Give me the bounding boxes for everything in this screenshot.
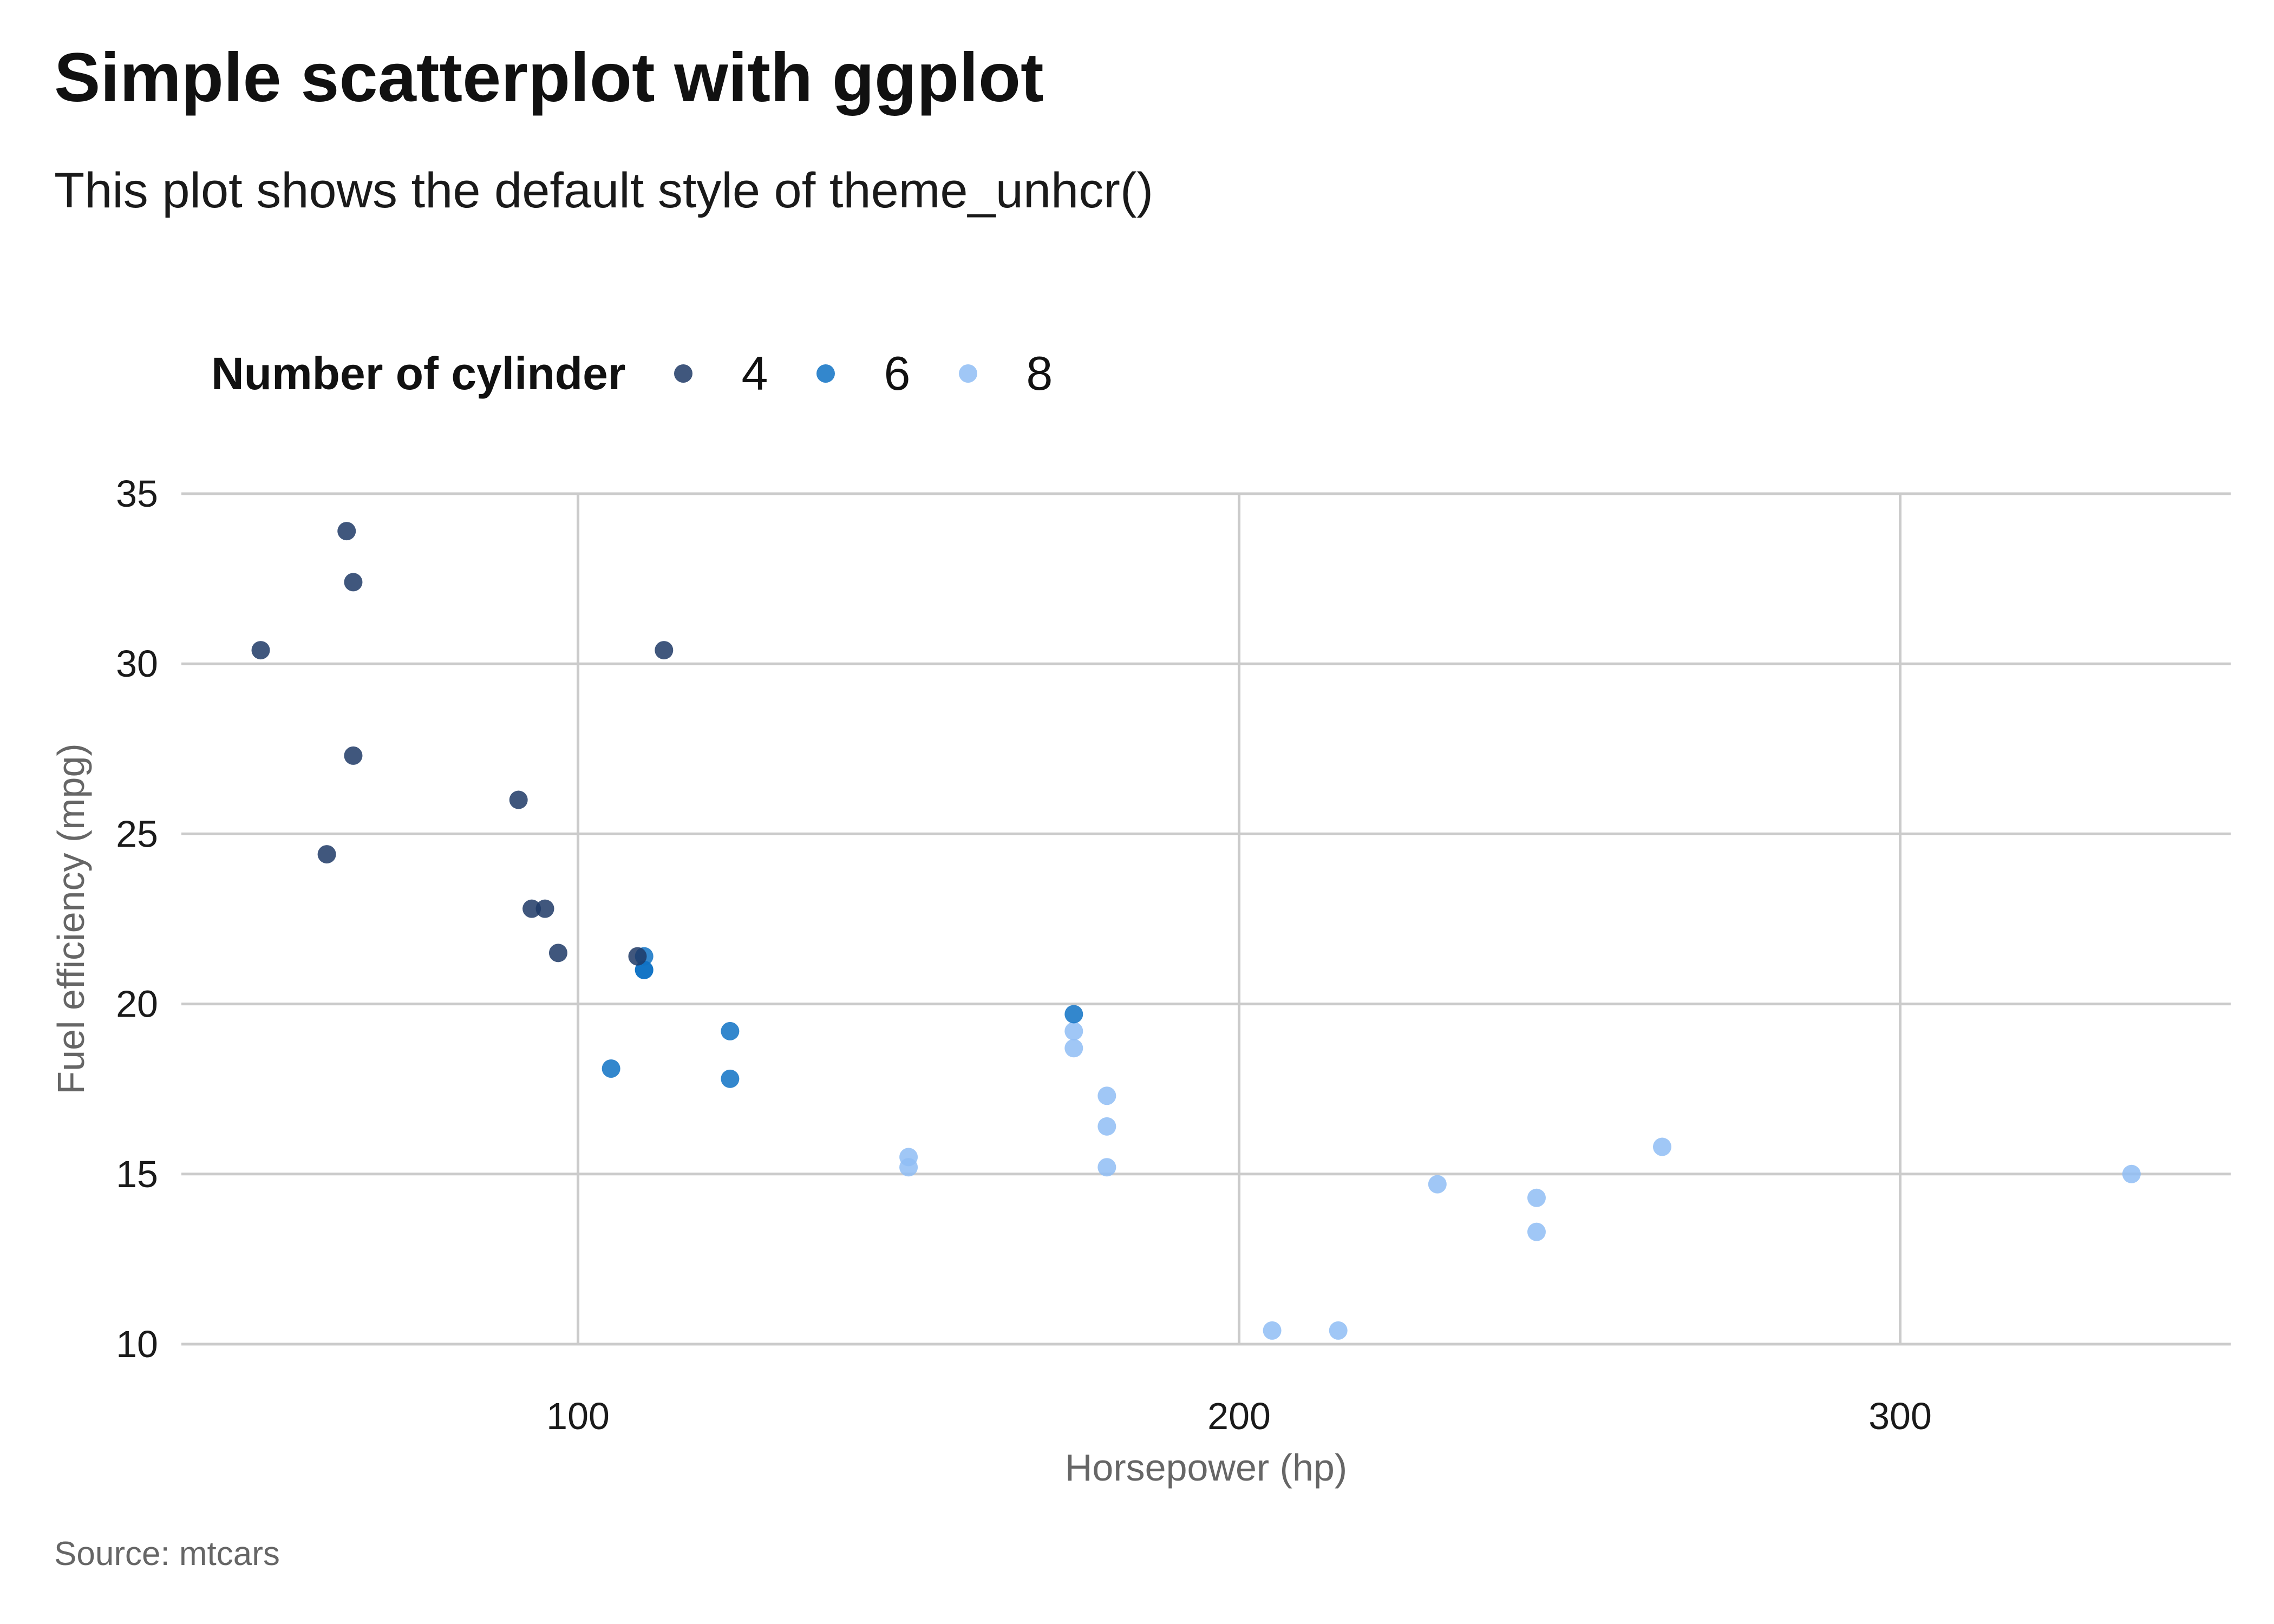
legend-label-6: 6 [884,346,911,400]
data-point-cyl-4 [655,641,674,660]
legend-item-6: 6 [816,346,910,401]
data-point-cyl-8 [1428,1175,1447,1194]
data-point-cyl-8 [1527,1222,1546,1241]
data-point-cyl-6 [1064,1005,1083,1024]
x-tick-label: 100 [546,1395,610,1437]
data-point-cyl-8 [1097,1117,1116,1136]
data-point-cyl-8 [899,1158,918,1177]
legend-key-6 [816,364,835,383]
data-point-cyl-8 [1097,1158,1116,1177]
y-tick-label: 20 [116,983,158,1025]
data-point-cyl-6 [721,1069,740,1088]
x-axis-title: Horsepower (hp) [1065,1446,1347,1489]
legend-label-4: 4 [741,346,768,400]
data-point-cyl-4 [548,944,567,962]
legend-title: Number of cylinder [211,348,626,399]
chart-subtitle: This plot shows the default style of the… [54,163,1154,218]
y-tick-label: 35 [116,473,158,515]
data-point-cyl-4 [344,746,363,765]
data-point-cyl-4 [251,641,270,660]
y-tick-label: 15 [116,1153,158,1195]
data-point-cyl-6 [721,1021,740,1040]
legend-key-8 [959,364,978,383]
data-point-cyl-8 [2122,1164,2141,1183]
data-point-cyl-8 [1329,1321,1348,1340]
legend: Number of cylinder 4 6 8 [211,341,1101,406]
legend-item-4: 4 [674,346,768,401]
y-tick-label: 25 [116,813,158,855]
data-point-cyl-8 [1263,1321,1282,1340]
legend-label-8: 8 [1026,346,1053,400]
x-tick-label: 300 [1868,1395,1932,1437]
y-axis-title: Fuel efficiency (mpg) [50,743,92,1094]
legend-key-4 [674,364,693,383]
legend-item-8: 8 [959,346,1053,401]
data-point-cyl-8 [1064,1039,1083,1058]
chart-title: Simple scatterplot with ggplot [54,39,1044,116]
data-point-cyl-8 [1097,1086,1116,1105]
data-point-cyl-4 [628,947,647,966]
data-point-cyl-6 [635,960,654,979]
data-point-cyl-8 [1652,1137,1671,1156]
data-point-cyl-8 [1527,1188,1546,1207]
data-point-cyl-4 [522,899,541,918]
data-point-cyl-4 [509,790,528,809]
y-tick-label: 10 [116,1323,158,1365]
y-tick-label: 30 [116,643,158,685]
chart-caption: Source: mtcars [54,1535,280,1573]
data-point-cyl-8 [1064,1021,1083,1040]
data-point-cyl-4 [344,573,363,592]
data-point-cyl-4 [535,899,554,918]
x-tick-label: 200 [1207,1395,1271,1437]
data-point-cyl-4 [337,522,356,541]
data-point-cyl-4 [317,845,336,864]
data-point-cyl-6 [602,1059,620,1078]
